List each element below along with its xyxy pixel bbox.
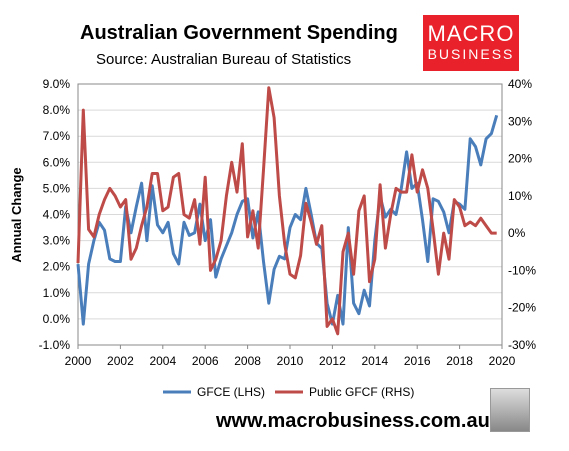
series-line xyxy=(76,86,497,336)
x-tick-label: 2012 xyxy=(319,354,346,368)
legend-label: Public GFCF (RHS) xyxy=(309,385,414,399)
series-line xyxy=(76,114,499,326)
x-tick-label: 2010 xyxy=(277,354,304,368)
logo-line2: BUSINESS xyxy=(427,46,515,62)
left-tick-label: 4.0% xyxy=(43,208,71,222)
wolf-head-icon xyxy=(490,388,530,432)
left-tick-label: 5.0% xyxy=(43,181,71,195)
x-tick-label: 2002 xyxy=(107,354,134,368)
x-tick-label: 2018 xyxy=(446,354,473,368)
x-tick-label: 2020 xyxy=(489,354,516,368)
left-tick-label: 0.0% xyxy=(43,312,71,326)
macrobusiness-logo: MACRO BUSINESS xyxy=(423,15,519,71)
left-tick-label: 7.0% xyxy=(43,129,71,143)
right-tick-label: 20% xyxy=(508,152,532,166)
right-tick-label: 0% xyxy=(508,226,526,240)
right-tick-label: -10% xyxy=(508,263,536,277)
right-y-axis: -30% -20% -10% 0% 10% 20% 30% 40% xyxy=(508,77,536,352)
left-tick-label: -1.0% xyxy=(39,338,71,352)
left-tick-label: 3.0% xyxy=(43,234,71,248)
left-tick-label: 8.0% xyxy=(43,103,71,117)
gridlines xyxy=(77,83,503,346)
left-tick-label: 9.0% xyxy=(43,77,71,91)
right-tick-label: 30% xyxy=(508,114,532,128)
logo-line1: MACRO xyxy=(427,21,515,46)
right-tick-label: 40% xyxy=(508,77,532,91)
chart-subtitle: Source: Australian Bureau of Statistics xyxy=(96,51,352,68)
x-tick-label: 2016 xyxy=(404,354,431,368)
legend: GFCE (LHS) Public GFCF (RHS) xyxy=(163,385,414,399)
left-y-axis: -1.0% 0.0% 1.0% 2.0% 3.0% 4.0% 5.0% 6.0% 7.0% 8.0… xyxy=(39,77,71,352)
x-tick-label: 2008 xyxy=(234,354,261,368)
x-tick-label: 2014 xyxy=(361,354,388,368)
x-tick-label: 2006 xyxy=(192,354,219,368)
footer-url[interactable]: www.macrobusiness.com.au xyxy=(216,410,490,432)
right-tick-label: -30% xyxy=(508,338,536,352)
x-tick-label: 2004 xyxy=(149,354,176,368)
series-lines xyxy=(76,86,499,336)
right-tick-label: -20% xyxy=(508,301,536,315)
x-axis: 2000 2002 2004 2006 2008 2010 2012 2014 2016 2018… xyxy=(65,345,516,368)
left-tick-label: 2.0% xyxy=(43,260,71,274)
left-tick-label: 1.0% xyxy=(43,286,71,300)
right-tick-label: 10% xyxy=(508,189,532,203)
y-axis-label: Annual Change xyxy=(9,167,24,262)
chart-title: Australian Government Spending xyxy=(80,22,398,44)
left-tick-label: 6.0% xyxy=(43,155,71,169)
legend-label: GFCE (LHS) xyxy=(197,385,265,399)
x-tick-label: 2000 xyxy=(65,354,92,368)
